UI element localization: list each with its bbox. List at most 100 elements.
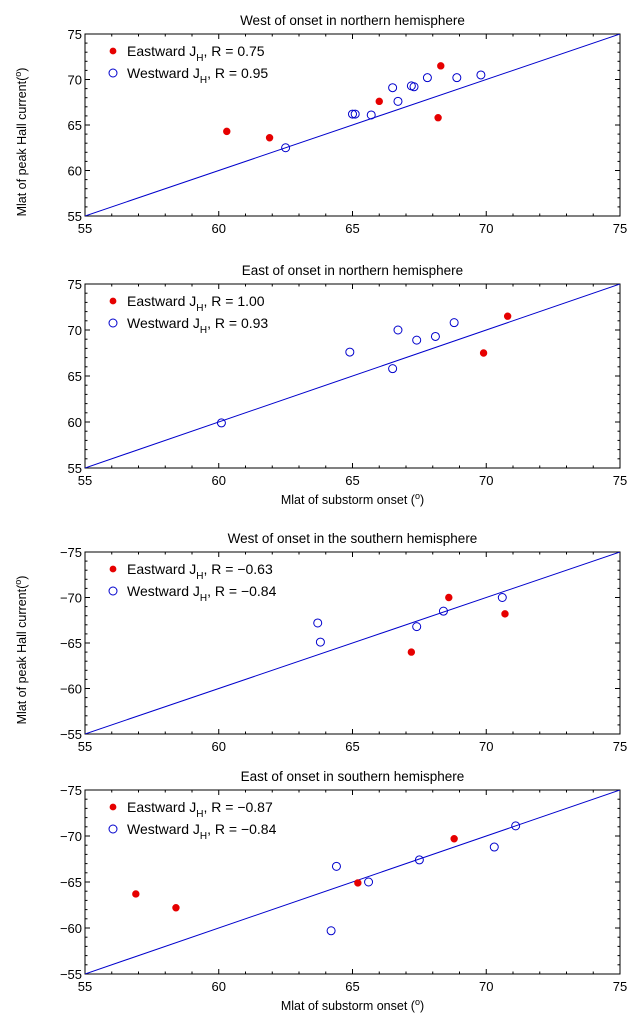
- chart-title: East of onset in southern hemisphere: [241, 769, 465, 784]
- y-tick-label: 60: [68, 415, 82, 430]
- westward-point: [449, 318, 459, 328]
- y-tick-label: −65: [60, 875, 82, 890]
- westward-point: [476, 70, 486, 80]
- legend-label-eastward: Eastward JH, R = 0.75: [127, 43, 265, 64]
- legend-label-westward: Westward JH, R = −0.84: [127, 583, 277, 604]
- westward-point: [348, 109, 357, 119]
- eastward-point: [434, 114, 442, 122]
- westward-point: [388, 83, 398, 93]
- x-tick-label: 75: [613, 739, 627, 754]
- y-tick-label: −70: [60, 591, 82, 606]
- westward-point: [438, 606, 448, 616]
- chart-title: East of onset in northern hemisphere: [242, 263, 463, 278]
- westward-point: [345, 347, 355, 357]
- legend-marker-eastward: [109, 47, 117, 55]
- legend-label-eastward: Eastward JH, R = −0.87: [127, 799, 273, 820]
- x-tick-label: 70: [479, 221, 493, 236]
- westward-point: [281, 143, 291, 153]
- eastward-point: [501, 610, 509, 618]
- legend-label-eastward: Eastward JH, R = −0.63: [127, 561, 273, 582]
- y-tick-label: 55: [68, 209, 82, 224]
- y-tick-label: −60: [60, 682, 82, 697]
- westward-point: [414, 855, 424, 865]
- eastward-point: [407, 648, 416, 656]
- y-tick-label: −70: [60, 829, 82, 844]
- westward-point: [366, 110, 376, 120]
- x-tick-label: 55: [78, 979, 92, 994]
- fit-line: [85, 284, 620, 468]
- westward-point: [331, 861, 341, 871]
- y-tick-label: −55: [60, 727, 82, 742]
- y-tick-label: 70: [68, 323, 82, 338]
- eastward-point: [437, 62, 445, 70]
- y-tick-label: 75: [68, 277, 82, 292]
- y-tick-label: 55: [68, 461, 82, 476]
- y-axis-label-top: Mlat of peak Hall current(o): [13, 68, 29, 217]
- legend-label-westward: Westward JH, R = 0.95: [127, 65, 268, 86]
- westward-point: [497, 593, 507, 602]
- x-tick-label: 75: [613, 979, 627, 994]
- y-tick-label: 60: [68, 164, 82, 179]
- westward-point: [452, 73, 462, 83]
- x-tick-label: 65: [345, 473, 359, 488]
- panel-3: West of onset in the southern hemisphere…: [60, 531, 627, 754]
- eastward-point: [354, 879, 362, 887]
- x-tick-label: 65: [345, 221, 359, 236]
- westward-point: [409, 82, 419, 92]
- eastward-point: [479, 349, 488, 357]
- x-tick-label: 55: [78, 739, 92, 754]
- eastward-point: [450, 835, 458, 843]
- westward-point: [216, 418, 226, 428]
- legend-marker-westward: [108, 318, 118, 328]
- eastward-point: [265, 134, 274, 142]
- westward-point: [393, 96, 403, 106]
- eastward-point: [375, 97, 383, 106]
- x-tick-label: 70: [479, 739, 493, 754]
- westward-point: [393, 325, 403, 335]
- y-tick-label: 75: [68, 27, 82, 42]
- legend-marker-eastward: [109, 803, 117, 811]
- westward-point: [412, 622, 422, 632]
- legend-label-westward: Westward JH, R = −0.84: [127, 821, 277, 842]
- westward-point: [364, 877, 374, 887]
- x-tick-label: 60: [212, 221, 226, 236]
- panel-2: East of onset in northern hemisphere 55 60…: [68, 263, 628, 507]
- y-tick-label: −65: [60, 636, 82, 651]
- westward-point: [430, 331, 440, 341]
- legend-label-eastward: Eastward JH, R = 1.00: [127, 293, 265, 314]
- eastward-point: [172, 904, 180, 912]
- chart-title: West of onset in the southern hemisphere: [228, 531, 478, 546]
- x-tick-label: 70: [479, 473, 493, 488]
- y-tick-label: 65: [68, 118, 82, 133]
- legend-marker-eastward: [109, 297, 117, 305]
- x-tick-label: 60: [212, 979, 226, 994]
- x-tick-label: 65: [345, 739, 359, 754]
- y-tick-label: −75: [60, 783, 82, 798]
- y-tick-label: 65: [68, 369, 82, 384]
- fit-line: [85, 34, 620, 216]
- y-tick-label: −55: [60, 967, 82, 982]
- westward-point: [388, 364, 398, 374]
- x-tick-label: 55: [78, 221, 92, 236]
- eastward-point: [223, 127, 231, 136]
- x-tick-label: 70: [479, 979, 493, 994]
- x-tick-label: 65: [345, 979, 359, 994]
- eastward-point: [445, 593, 453, 602]
- x-tick-label: 75: [613, 473, 627, 488]
- legend-marker-westward: [108, 586, 118, 596]
- y-tick-label: −75: [60, 545, 82, 560]
- westward-point: [315, 637, 325, 647]
- chart-title: West of onset in northern hemisphere: [240, 13, 465, 28]
- westward-point: [313, 618, 323, 628]
- panel-1: West of onset in northern hemisphere 55 60…: [68, 13, 628, 236]
- fit-line: [85, 552, 620, 734]
- fit-line: [85, 790, 620, 974]
- x-tick-label: 55: [78, 473, 92, 488]
- westward-point: [350, 109, 360, 119]
- y-tick-label: 70: [68, 73, 82, 88]
- westward-point: [511, 821, 521, 831]
- eastward-point: [503, 312, 512, 320]
- x-tick-label: 60: [212, 739, 226, 754]
- x-tick-label: 75: [613, 221, 627, 236]
